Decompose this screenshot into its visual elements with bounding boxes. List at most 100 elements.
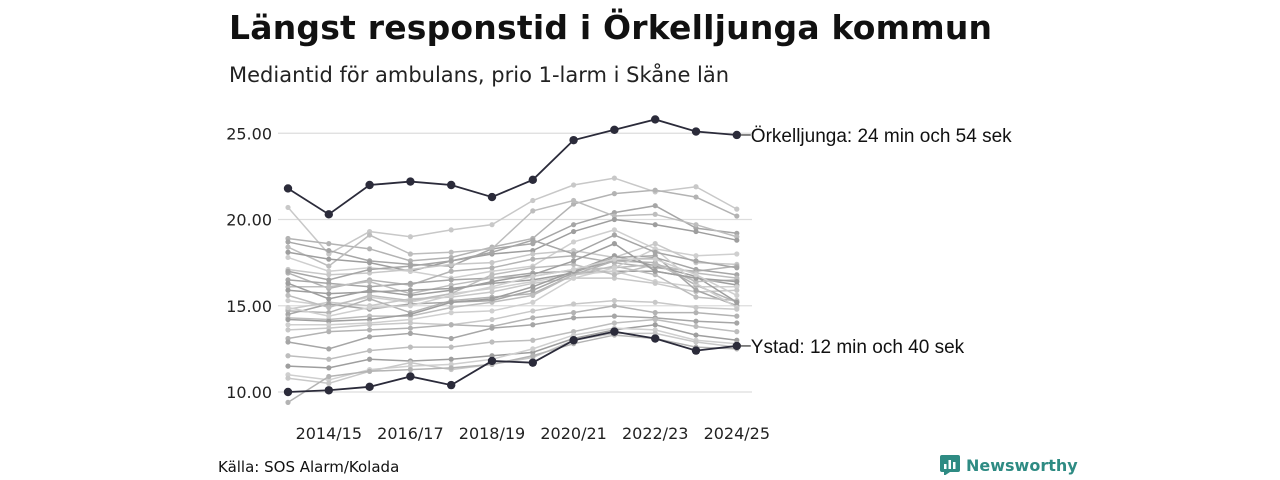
background-point	[734, 329, 740, 335]
background-point	[285, 316, 291, 323]
background-point	[530, 197, 536, 204]
background-point	[448, 292, 454, 298]
background-point	[407, 287, 413, 293]
series-point	[324, 210, 333, 219]
background-point	[448, 227, 454, 233]
page-title: Längst responstid i Örkelljunga kommun	[229, 8, 993, 47]
background-point	[326, 329, 332, 335]
background-point	[530, 251, 536, 257]
background-point	[448, 249, 454, 255]
background-point	[285, 244, 291, 250]
background-point	[326, 263, 332, 269]
background-point	[734, 206, 740, 212]
background-series-line	[287, 277, 737, 310]
background-point	[693, 310, 699, 316]
series-point	[528, 358, 537, 367]
background-point	[611, 191, 618, 197]
background-point	[611, 303, 618, 309]
background-point	[367, 327, 373, 333]
series-point	[610, 125, 619, 134]
background-point	[611, 265, 618, 271]
background-point	[571, 310, 577, 316]
background-series-line	[287, 242, 737, 300]
chart-subtitle: Mediantid för ambulans, prio 1-larm i Sk…	[229, 63, 730, 87]
background-point	[571, 251, 577, 257]
series-point	[569, 336, 578, 345]
background-point	[326, 256, 332, 262]
background-series-line	[287, 218, 737, 273]
background-point	[407, 330, 413, 336]
background-series-line	[287, 304, 737, 340]
background-point	[326, 356, 332, 362]
background-point	[693, 304, 699, 311]
background-point	[611, 232, 618, 238]
background-point	[407, 366, 413, 373]
background-point	[611, 256, 618, 262]
background-point	[530, 308, 536, 314]
background-point	[326, 313, 332, 319]
background-point	[652, 268, 658, 274]
source-note: Källa: SOS Alarm/Kolada	[218, 458, 400, 476]
background-point	[611, 216, 618, 223]
series-point	[365, 382, 374, 392]
background-point	[407, 292, 413, 298]
background-point	[571, 197, 577, 204]
background-point	[448, 277, 454, 283]
background-point	[652, 310, 658, 316]
background-point	[407, 280, 413, 286]
background-point	[489, 272, 495, 278]
background-point	[367, 232, 373, 238]
background-point	[530, 208, 536, 214]
background-point	[530, 284, 536, 290]
background-point	[367, 356, 373, 362]
background-point	[407, 320, 413, 326]
background-point	[285, 363, 291, 369]
background-series-line	[287, 242, 737, 276]
background-point	[530, 337, 536, 343]
background-point	[326, 277, 332, 283]
background-point	[448, 304, 454, 311]
highlight-series	[283, 115, 741, 397]
background-series-line	[287, 199, 738, 267]
background-point	[530, 256, 536, 262]
background-point	[367, 266, 373, 273]
background-point	[285, 254, 291, 261]
background-point	[652, 187, 658, 193]
background-point	[448, 322, 454, 328]
background-point	[734, 287, 740, 293]
background-point	[367, 287, 373, 293]
x-tick-label: 2022/23	[622, 424, 688, 443]
background-series-line	[287, 318, 737, 360]
background-point	[693, 222, 699, 228]
brand-name: Newsworthy	[966, 455, 1078, 475]
background-point	[285, 280, 291, 286]
annotation-label: Örkelljunga: 24 min och 54 sek	[751, 126, 1012, 147]
background-series-line	[287, 315, 737, 350]
background-point	[611, 272, 618, 278]
background-point	[530, 346, 536, 352]
background-point	[693, 253, 699, 259]
background-point	[448, 335, 454, 342]
background-point	[489, 289, 495, 295]
background-point	[611, 313, 618, 319]
background-point	[734, 313, 740, 319]
background-point	[407, 325, 413, 331]
annotation-label: Ystad: 12 min och 40 sek	[751, 337, 965, 358]
background-point	[489, 222, 495, 228]
series-point	[691, 346, 701, 355]
background-point	[326, 241, 332, 247]
background-point	[407, 360, 413, 366]
background-series	[285, 175, 740, 405]
background-point	[285, 287, 291, 293]
background-point	[367, 279, 373, 285]
background-point	[489, 339, 495, 345]
background-point	[734, 213, 740, 219]
series-point	[691, 127, 701, 136]
background-point	[407, 344, 413, 350]
background-point	[285, 292, 291, 298]
background-point	[326, 291, 332, 297]
series-point	[406, 372, 415, 381]
background-point	[530, 237, 536, 243]
x-tick-label: 2018/19	[459, 424, 525, 443]
background-point	[571, 266, 577, 273]
